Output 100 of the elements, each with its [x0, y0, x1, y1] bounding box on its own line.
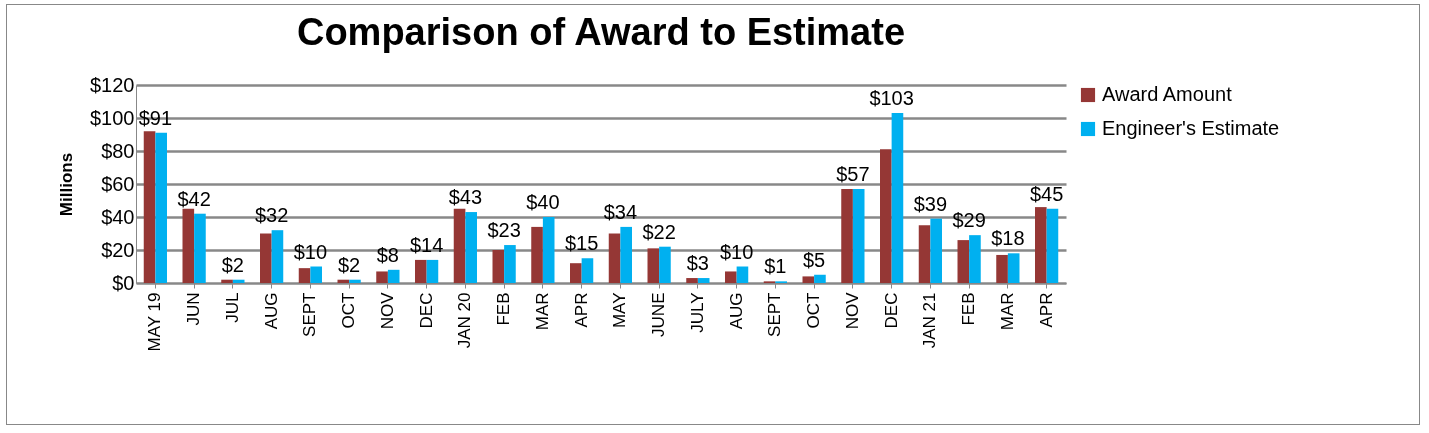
data-label: $2 [338, 253, 361, 276]
bar [221, 279, 233, 283]
bar [415, 259, 427, 283]
legend-label: Engineer's Estimate [1102, 117, 1280, 139]
data-label: $39 [913, 192, 948, 215]
bar [647, 248, 660, 283]
x-tick-label: APR [1036, 292, 1056, 328]
bar [260, 233, 272, 283]
bar [1046, 208, 1059, 283]
data-label: $1 [764, 255, 787, 278]
x-tick-label: FEB [494, 292, 514, 326]
y-tick-label: $60 [101, 172, 135, 195]
x-tick-label: DEC [416, 292, 436, 329]
x-tick-label: SEPT [300, 292, 320, 337]
bar [620, 226, 632, 283]
bar [155, 132, 167, 283]
x-tick-label: FEB [959, 292, 979, 326]
x-tick-label: JAN 21 [920, 292, 940, 349]
bar [504, 245, 516, 283]
data-label: $42 [177, 187, 211, 210]
y-tick-label: $80 [101, 139, 135, 162]
x-tick-label: SEPT [765, 292, 785, 337]
bar [802, 276, 815, 283]
data-label: $14 [409, 233, 444, 256]
data-label: $40 [526, 191, 560, 213]
x-tick-label: MAY 19 [145, 292, 165, 352]
bar [581, 258, 594, 283]
x-tick-label: APR [571, 292, 591, 328]
bar [814, 274, 826, 283]
data-label: $5 [803, 248, 826, 271]
bar [736, 266, 749, 283]
bar [194, 213, 206, 283]
bar [349, 279, 361, 283]
bar [232, 279, 245, 283]
x-tick-label: OCT [339, 292, 359, 329]
bar [143, 131, 156, 283]
bar [725, 271, 737, 283]
x-tick-label: AUG [726, 292, 746, 330]
bar [492, 250, 505, 283]
x-tick-label: JAN 20 [455, 292, 475, 349]
data-label: $18 [991, 227, 1025, 250]
y-tick-label: $20 [101, 238, 135, 261]
y-axis-title: Millions [57, 152, 77, 217]
y-tick-label: $120 [90, 73, 135, 96]
y-tick-label: $0 [112, 271, 135, 294]
bar [465, 212, 477, 283]
bar [930, 218, 942, 283]
bar [891, 113, 904, 283]
data-label: $43 [448, 186, 483, 209]
bar [271, 230, 284, 283]
bar [453, 208, 466, 283]
data-label: $23 [487, 219, 521, 242]
data-label: $10 [293, 240, 328, 263]
data-label: $22 [642, 220, 676, 243]
bar [957, 240, 970, 283]
data-label: $34 [603, 200, 638, 223]
y-tick-label: $100 [90, 106, 135, 129]
x-tick-label: AUG [261, 292, 281, 330]
chart-title: Comparison of Award to Estimate [296, 11, 906, 53]
bar [1007, 253, 1020, 283]
data-label: $103 [869, 87, 914, 110]
data-label: $57 [836, 162, 870, 185]
x-tick-label: NOV [842, 291, 862, 330]
bar [852, 188, 865, 283]
bar [659, 246, 671, 283]
data-label: $3 [686, 252, 709, 275]
bar [918, 225, 931, 283]
data-label: $8 [376, 243, 399, 266]
data-label: $10 [719, 240, 754, 263]
bar [376, 271, 388, 283]
bar [969, 235, 981, 283]
bar [1035, 207, 1047, 283]
bar [426, 259, 439, 283]
x-tick-label: OCT [804, 292, 824, 329]
data-label: $91 [138, 106, 173, 129]
x-tick-label: JUL [222, 292, 242, 323]
data-label: $2 [221, 253, 244, 276]
data-label: $29 [952, 209, 986, 232]
data-label: $45 [1029, 182, 1064, 205]
bar [841, 188, 853, 283]
bar [531, 226, 543, 283]
y-tick-label: $40 [101, 205, 135, 228]
x-tick-label: JULY [687, 292, 707, 333]
bar [570, 263, 582, 283]
bar [608, 233, 621, 283]
bar [310, 266, 322, 283]
legend-label: Award Amount [1102, 83, 1233, 105]
x-tick-label: MAY [610, 292, 630, 329]
bar [298, 268, 311, 283]
x-tick-label: MAR [997, 292, 1017, 331]
bar [996, 254, 1008, 283]
x-tick-label: JUN [184, 292, 204, 326]
bar [387, 269, 400, 283]
bar [542, 217, 555, 283]
data-label: $15 [564, 232, 599, 255]
bar [880, 149, 892, 283]
x-tick-label: DEC [881, 292, 901, 329]
bar [697, 278, 710, 283]
data-label: $32 [254, 204, 289, 227]
x-tick-label: JUNE [649, 292, 669, 337]
